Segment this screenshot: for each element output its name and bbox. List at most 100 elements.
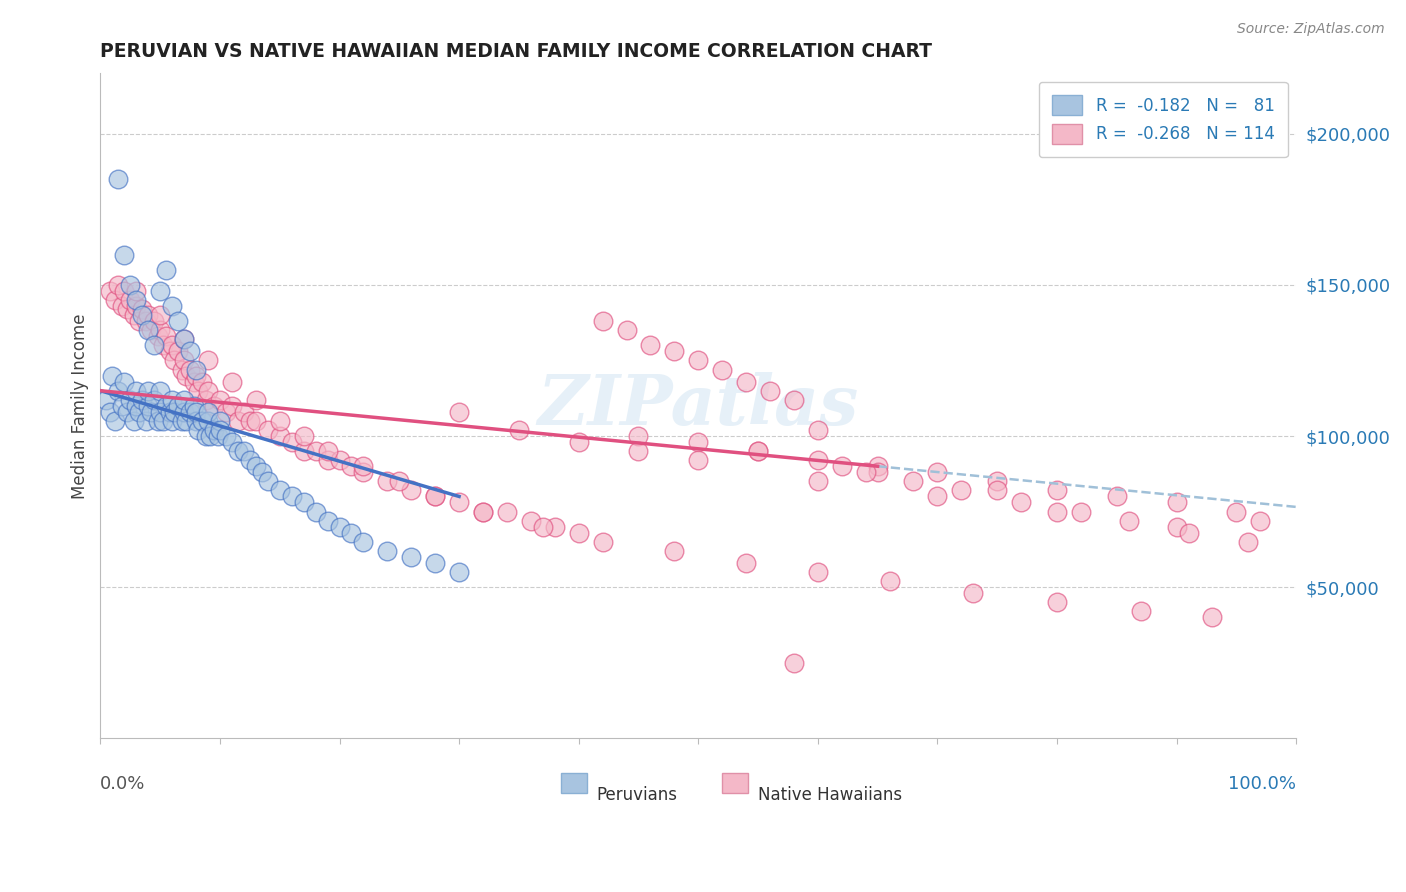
Point [163,405,186,419]
Point [807,475,830,489]
Point [1237,534,1260,549]
Point [139,323,162,337]
Point [135,314,157,328]
Point [1046,505,1069,519]
Point [1201,610,1223,624]
Point [191,414,214,428]
Point [197,353,219,368]
Point [122,414,145,428]
Point [340,459,363,474]
Point [226,444,249,458]
Point [176,368,198,383]
Text: 100.0%: 100.0% [1229,775,1296,793]
Point [131,308,153,322]
Point [115,405,138,419]
Point [568,435,591,450]
Point [1105,490,1128,504]
Text: 0.0%: 0.0% [100,775,146,793]
Point [107,277,129,292]
Point [401,483,423,498]
Point [197,414,219,428]
Point [173,392,195,407]
Point [688,435,710,450]
Point [1177,525,1199,540]
Point [245,392,267,407]
Point [425,490,447,504]
Point [125,293,148,307]
Point [280,490,302,504]
Point [340,525,363,540]
Point [292,495,315,509]
Point [544,519,567,533]
Point [1070,505,1092,519]
Point [135,414,157,428]
Point [167,344,190,359]
Point [112,248,135,262]
Point [208,392,231,407]
Point [111,299,134,313]
Point [627,444,650,458]
Text: Peruvians: Peruvians [596,786,678,804]
Point [131,302,153,317]
Y-axis label: Median Family Income: Median Family Income [72,313,89,499]
Point [328,519,350,533]
Point [143,392,166,407]
Point [179,344,201,359]
Point [783,656,806,670]
Point [316,453,339,467]
Point [627,429,650,443]
Point [183,375,205,389]
Point [152,338,174,352]
Point [783,392,806,407]
Text: Native Hawaiians: Native Hawaiians [758,786,903,804]
Point [304,444,326,458]
Point [208,414,231,428]
Point [664,544,686,558]
Point [472,505,495,519]
Point [1046,483,1069,498]
Point [747,444,769,458]
Point [207,429,229,443]
Point [292,444,315,458]
Point [256,475,278,489]
Point [184,405,207,419]
Point [125,384,148,398]
Point [128,314,150,328]
Point [1010,495,1032,509]
Point [1249,514,1271,528]
Point [352,459,374,474]
Point [128,405,150,419]
Point [112,375,135,389]
Point [747,444,769,458]
Point [149,323,172,337]
Point [1166,519,1188,533]
Point [903,475,925,489]
Point [104,293,127,307]
Point [688,353,710,368]
Point [1118,514,1140,528]
Point [375,544,398,558]
Point [256,423,278,437]
Point [160,338,183,352]
Point [200,429,222,443]
Point [375,475,398,489]
Point [176,414,198,428]
Point [143,338,166,352]
Point [208,423,231,437]
Point [221,399,243,413]
Point [226,414,249,428]
Point [115,302,138,317]
Point [531,519,554,533]
Point [711,362,734,376]
Point [592,534,614,549]
Point [120,277,142,292]
Point [950,483,973,498]
Point [215,429,238,443]
Point [927,490,949,504]
Point [125,299,148,313]
Text: PERUVIAN VS NATIVE HAWAIIAN MEDIAN FAMILY INCOME CORRELATION CHART: PERUVIAN VS NATIVE HAWAIIAN MEDIAN FAMIL… [100,42,932,61]
Point [149,308,172,322]
Point [101,368,124,383]
Point [472,505,495,519]
Point [107,172,129,186]
